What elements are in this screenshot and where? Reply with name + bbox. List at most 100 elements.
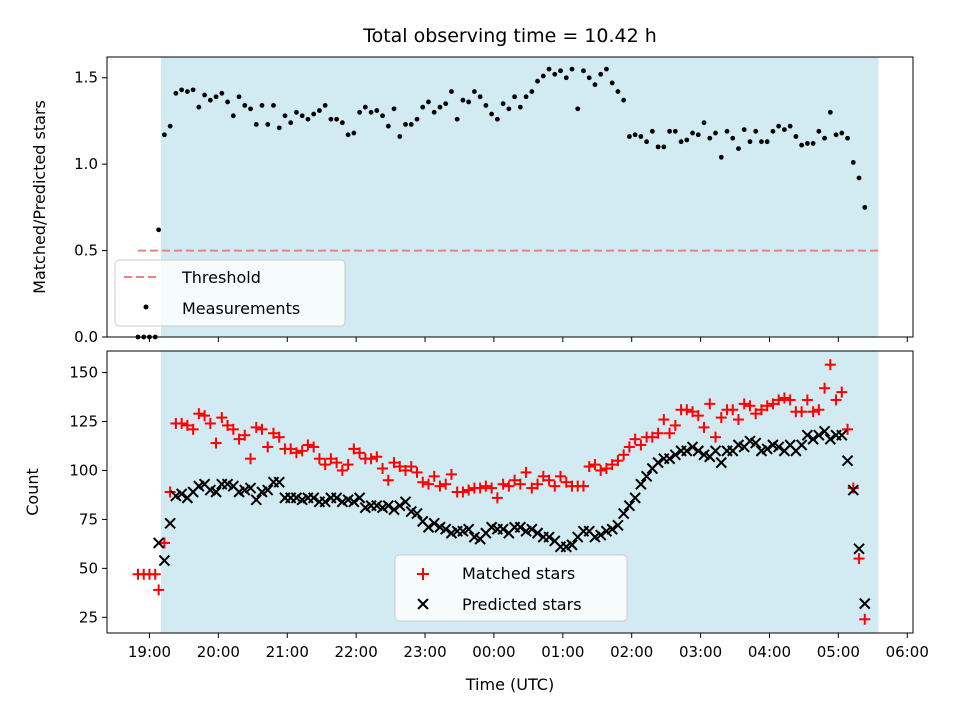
matched-star-point xyxy=(394,461,406,473)
measurement-point xyxy=(655,144,661,150)
measurement-point xyxy=(523,94,529,100)
predicted-star-point xyxy=(640,470,653,483)
matched-star-point xyxy=(239,429,251,441)
measurement-point xyxy=(443,101,449,107)
measurement-point xyxy=(661,144,667,150)
x-tick-label: 06:00 xyxy=(886,643,929,661)
measurement-point xyxy=(804,141,810,146)
matched-star-point xyxy=(704,398,716,410)
measurement-point xyxy=(827,109,833,115)
top-panel: 0.0 0.5 1.0 1.5 Matched/Predicted stars Thr… xyxy=(30,56,914,346)
bottom-legend: Matched stars Predicted stars xyxy=(394,554,628,622)
legend-measurements-label: Measurements xyxy=(182,299,300,318)
matched-star-point xyxy=(149,568,161,580)
matched-star-point xyxy=(796,406,808,418)
legend-matched-label: Matched stars xyxy=(462,564,575,583)
top-y-tick-label: 1.0 xyxy=(74,155,98,173)
legend-matched-swatch xyxy=(417,568,429,580)
measurement-point xyxy=(563,75,569,81)
predicted-star-point xyxy=(388,503,400,516)
measurement-point xyxy=(678,139,684,145)
matched-star-point xyxy=(750,408,762,420)
matched-star-point xyxy=(187,423,199,435)
matched-star-point xyxy=(520,466,532,478)
measurement-point xyxy=(535,78,540,84)
measurement-point xyxy=(162,132,167,138)
matched-star-point xyxy=(193,408,205,420)
matched-star-point xyxy=(767,398,779,410)
predicted-star-point xyxy=(841,454,854,467)
x-tick-label: 05:00 xyxy=(817,643,860,661)
matched-star-point xyxy=(813,404,825,416)
measurement-point xyxy=(581,68,586,74)
predicted-star-point xyxy=(594,529,607,541)
measurement-point xyxy=(856,175,862,181)
measurement-point xyxy=(586,75,592,81)
predicted-star-point xyxy=(853,543,865,555)
predicted-star-point xyxy=(652,456,664,469)
matched-star-point xyxy=(331,457,343,469)
measurement-point xyxy=(558,68,563,74)
measurement-point xyxy=(529,89,535,94)
x-axis-label: Time (UTC) xyxy=(465,675,554,694)
measurement-point xyxy=(782,127,787,132)
measurement-point xyxy=(449,89,454,94)
bottom-y-tick-label: 125 xyxy=(69,413,98,431)
measurement-point xyxy=(667,128,672,134)
matched-star-point xyxy=(216,412,228,424)
measurement-point xyxy=(483,102,489,108)
matched-star-point xyxy=(623,441,635,453)
matched-star-point xyxy=(199,410,211,422)
predicted-star-point xyxy=(859,597,871,610)
measurement-point xyxy=(833,132,839,138)
measurement-point xyxy=(598,71,604,77)
x-tick-label: 03:00 xyxy=(679,643,722,661)
measurements-series xyxy=(135,66,868,340)
x-tick-label: 04:00 xyxy=(748,643,791,661)
matched-star-point xyxy=(715,412,727,424)
matched-star-point xyxy=(290,447,302,459)
measurement-point xyxy=(799,142,805,148)
measurement-point xyxy=(604,66,609,72)
matched-star-point xyxy=(181,419,193,431)
measurement-point xyxy=(460,97,466,103)
measurement-point xyxy=(276,125,282,131)
measurement-point xyxy=(403,122,408,127)
matched-star-point xyxy=(543,474,555,486)
measurement-point xyxy=(225,99,230,105)
matched-star-point xyxy=(262,441,274,453)
measurement-point xyxy=(420,104,426,110)
measurement-point xyxy=(753,128,759,134)
bottom-legend-box xyxy=(394,554,628,622)
measurement-point xyxy=(466,99,472,105)
bottom-y-axis-label: Count xyxy=(23,468,42,516)
measurement-point xyxy=(672,128,678,134)
predicted-star-point xyxy=(836,429,848,441)
matched-star-point xyxy=(463,484,475,496)
matched-star-point xyxy=(687,406,699,418)
x-tick-label: 00:00 xyxy=(472,643,515,661)
matched-star-point xyxy=(801,394,813,406)
measurement-point xyxy=(380,113,385,119)
predicted-star-point xyxy=(761,443,773,455)
measurement-point xyxy=(173,90,179,96)
matched-star-point xyxy=(210,437,222,449)
matched-star-point xyxy=(400,464,412,476)
predicted-star-point xyxy=(244,482,257,494)
predicted-star-point xyxy=(348,496,360,508)
measurement-point xyxy=(184,89,190,94)
predicted-star-point xyxy=(847,484,860,496)
matched-star-point xyxy=(710,431,722,443)
measurement-point xyxy=(437,104,443,110)
matched-star-point xyxy=(658,414,670,426)
predicted-star-point xyxy=(514,521,527,533)
matched-star-point xyxy=(606,459,618,471)
measurement-point xyxy=(839,130,845,136)
matched-star-point xyxy=(778,392,790,404)
matched-star-point xyxy=(302,439,314,451)
matched-star-point xyxy=(417,476,429,488)
predicted-star-point xyxy=(273,476,285,488)
measurement-point xyxy=(179,87,185,93)
matched-star-point xyxy=(204,417,216,429)
measurement-point xyxy=(196,104,202,110)
